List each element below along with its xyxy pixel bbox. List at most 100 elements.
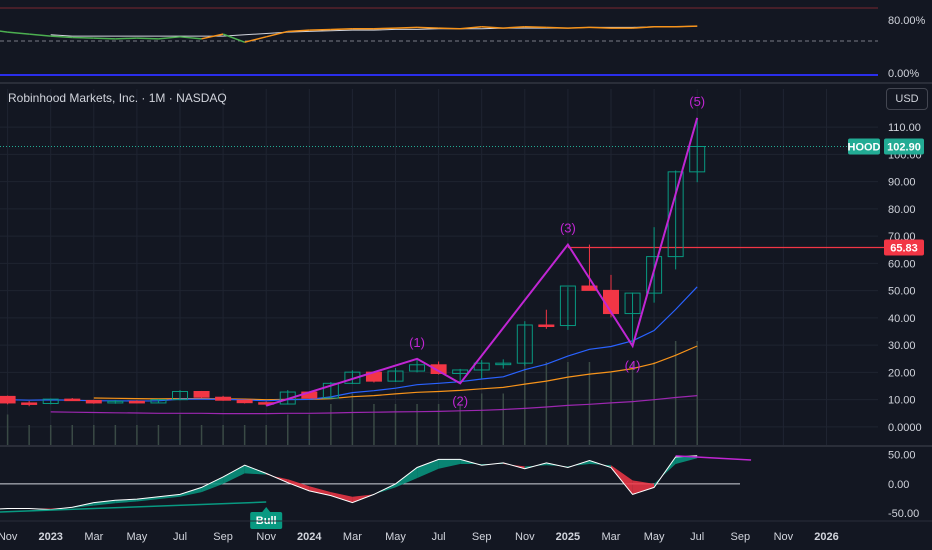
oscillator-fill [438, 459, 461, 469]
time-tick-label: Mar [84, 531, 103, 543]
oscillator-line [0, 455, 698, 511]
candle-down[interactable] [193, 390, 210, 398]
candle-down[interactable] [603, 289, 619, 315]
wave-label: (1) [409, 335, 425, 350]
candle-up[interactable] [172, 390, 188, 401]
oscillator-fill [223, 465, 245, 484]
upper-oscillator-pane: 80.00% 0.00% [0, 7, 926, 80]
oscillator-fill [93, 500, 116, 506]
level-price-tag [884, 239, 924, 256]
wave-label: (4) [625, 358, 641, 373]
time-tick-label: Jul [173, 531, 187, 543]
candle-up[interactable] [452, 369, 469, 375]
time-tick-label: Jul [690, 531, 704, 543]
volume-bar [243, 425, 246, 446]
candle-down[interactable] [538, 324, 555, 328]
candle-down[interactable] [581, 285, 598, 291]
price-tick-label: 0.0000 [888, 422, 922, 434]
volume-bar [696, 341, 698, 446]
candle-up[interactable] [495, 362, 512, 366]
upper-main-segment [675, 25, 698, 28]
volume-ma-line [50, 395, 698, 415]
volume-bar [93, 425, 95, 446]
upper-main-segment [50, 35, 73, 39]
upper-tick-80: 80.00% [888, 15, 926, 27]
last-price-tag-text: 102.90 [887, 142, 921, 154]
candle-down[interactable] [236, 399, 253, 404]
price-tick-label: 110.00 [888, 122, 921, 134]
wave-label: (3) [560, 221, 576, 236]
candle-down[interactable] [215, 396, 232, 401]
price-tick-label: 60.00 [888, 258, 916, 270]
upper-main-segment [0, 30, 8, 33]
oscillator-fill [158, 494, 180, 500]
price-tick-label: 40.00 [888, 313, 916, 325]
upper-main-segment [503, 26, 525, 29]
volume-bar [545, 362, 548, 446]
upper-main-segment [222, 33, 245, 43]
volume-bar [6, 414, 9, 446]
candle-up[interactable] [646, 256, 663, 294]
upper-main-segment [395, 26, 418, 29]
price-tick-label: 80.00 [888, 204, 916, 216]
candle-up[interactable] [42, 398, 59, 404]
time-tick-label: Nov [515, 531, 535, 543]
upper-main-segment [72, 36, 94, 39]
candle-down[interactable] [64, 398, 81, 402]
upper-main-segment [567, 26, 590, 29]
price-tick-label: 50.00 [888, 286, 916, 298]
upper-main-segment [244, 36, 267, 43]
lower-tick-label: 50.00 [888, 450, 916, 462]
candle-down[interactable] [128, 400, 145, 404]
oscillator-fill [136, 496, 159, 502]
candle-up[interactable] [150, 399, 167, 404]
symbol-tag-text: HOOD [848, 142, 881, 154]
candle-down[interactable] [85, 399, 102, 404]
price-tick-label: 20.00 [888, 367, 916, 379]
volume-bar [200, 425, 203, 446]
wave-label: (5) [689, 94, 705, 109]
volume-bar [308, 414, 311, 446]
level-price-tag-text: 65.83 [890, 243, 918, 255]
upper-main-segment [589, 26, 612, 29]
time-tick-label: Nov [0, 531, 18, 543]
upper-main-segment [179, 36, 202, 40]
bull-tag-arrow [262, 507, 271, 513]
candle-up[interactable] [559, 285, 576, 327]
currency-button[interactable]: USD [886, 88, 928, 110]
volume-bar [480, 393, 483, 446]
volume-bar [157, 425, 160, 446]
candle-up[interactable] [279, 391, 296, 405]
time-tick-label: Sep [472, 531, 492, 543]
price-tick-label: 10.00 [888, 395, 916, 407]
last-price-tag [884, 138, 924, 155]
lower-tick-label: -50.00 [888, 508, 919, 520]
candle-up[interactable] [107, 400, 124, 404]
candle-up[interactable] [409, 364, 426, 372]
candle-up[interactable] [322, 382, 339, 399]
time-tick-label: Sep [213, 531, 233, 543]
volume-bar [502, 393, 504, 446]
volume-bar [674, 341, 677, 446]
upper-main-segment [158, 36, 181, 40]
candle-up[interactable] [624, 292, 641, 315]
candle-up[interactable] [667, 171, 684, 258]
candle-up[interactable] [344, 371, 361, 384]
oscillator-fill [395, 467, 418, 488]
volume-bar [373, 404, 375, 446]
candle-down[interactable] [21, 402, 38, 405]
time-tick-label: Nov [774, 531, 794, 543]
candle-up[interactable] [689, 146, 706, 173]
candle-down[interactable] [430, 364, 447, 375]
elliott-wave-path[interactable] [265, 117, 699, 407]
candle-up[interactable] [516, 324, 533, 364]
upper-main-segment [460, 26, 482, 30]
upper-main-segment [201, 33, 224, 40]
time-axis[interactable]: Sep Nov 2023 Mar May Jul Sep Nov 2024 Mar May Jul Se… [0, 531, 839, 543]
volume-bar [179, 414, 181, 446]
candle-up[interactable] [387, 370, 404, 382]
candle-down[interactable] [0, 395, 16, 404]
